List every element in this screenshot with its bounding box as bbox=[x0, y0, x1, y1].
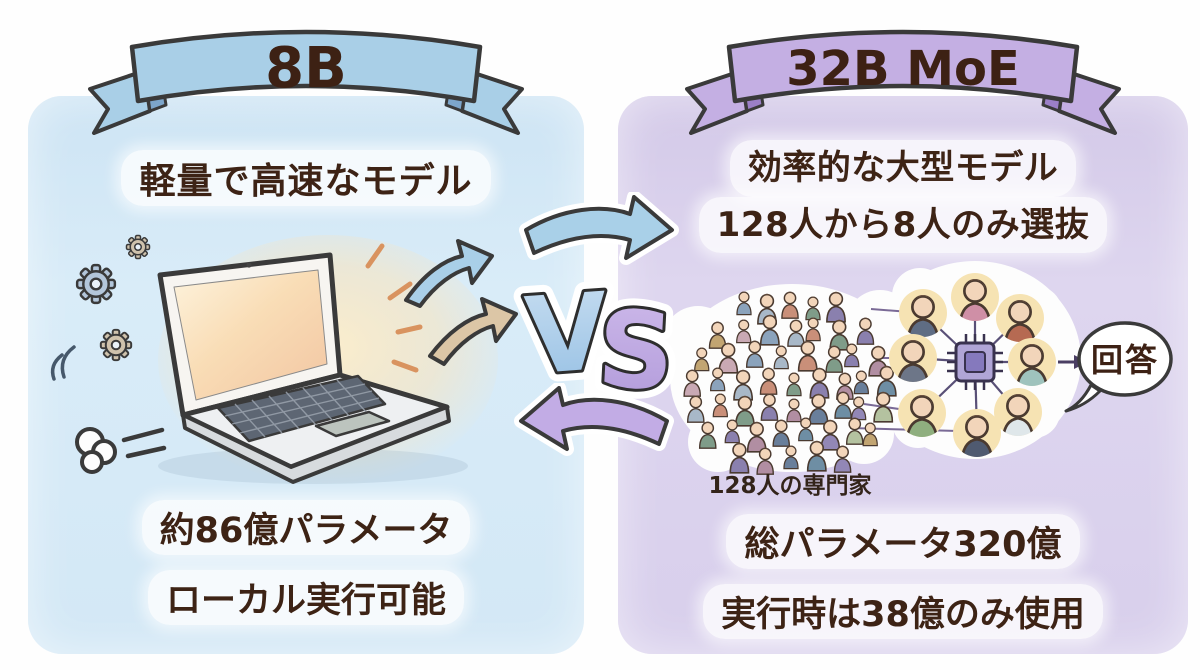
left-heading: 軽量で高速なモデル bbox=[28, 150, 584, 206]
expert-avatar-icon bbox=[889, 273, 1056, 457]
speech-bubble-icon: 回答 bbox=[1064, 321, 1173, 413]
left-stats: 約86億パラメータ ローカル実行可能 bbox=[28, 500, 584, 625]
vs-letter-v-halo: V bbox=[522, 270, 612, 398]
banner-label-32b: 32B MoE bbox=[786, 41, 1020, 97]
right-stats: 総パラメータ320億 実行時は38億のみ使用 bbox=[618, 514, 1188, 639]
ribbon-band bbox=[129, 29, 483, 104]
right-panel-32b-moe: 32B MoE 効率的な大型モデル 128人から8人のみ選抜 bbox=[618, 29, 1188, 654]
chip-icon bbox=[945, 332, 1005, 392]
left-panel-8b: 8B 軽量で高速なモデル bbox=[28, 29, 584, 654]
right-stat-active-parameters: 実行時は38億のみ使用 bbox=[703, 584, 1103, 639]
right-heading-line2: 128人から8人のみ選抜 bbox=[698, 196, 1108, 254]
laptop-front-edge bbox=[181, 405, 451, 484]
trackpad bbox=[314, 410, 391, 438]
arrow-up-right-tan bbox=[428, 297, 518, 366]
ribbon-banner-8b: 8B bbox=[88, 29, 524, 135]
speed-puff-icon bbox=[75, 427, 167, 474]
left-stat-local: ローカル実行可能 bbox=[147, 570, 464, 625]
laptop-screen bbox=[173, 269, 328, 401]
vs-letter-s-halo: S bbox=[595, 287, 678, 408]
arrow-right-icon bbox=[519, 192, 679, 265]
laptop-icon bbox=[157, 252, 451, 484]
gears-icon bbox=[50, 234, 151, 381]
arrow-left-icon bbox=[514, 383, 674, 456]
crowd-caption: 128人の専門家 bbox=[708, 473, 872, 499]
vs-letter-s: S bbox=[595, 287, 678, 408]
moe-illustration: 回答 bbox=[662, 261, 1173, 475]
arrow-up-right-blue bbox=[404, 239, 494, 308]
ribbon-banner-32b: 32B MoE bbox=[685, 29, 1121, 135]
right-heading-line1: 効率的な大型モデル bbox=[729, 140, 1077, 197]
banner-label-8b: 8B bbox=[265, 36, 347, 101]
keyboard-keys bbox=[224, 379, 380, 438]
left-heading-text: 軽量で高速なモデル bbox=[121, 150, 491, 206]
sparkle-rays-icon bbox=[365, 243, 423, 373]
right-heading: 効率的な大型モデル 128人から8人のみ選抜 bbox=[618, 140, 1188, 254]
right-stat-total-parameters: 総パラメータ320億 bbox=[726, 514, 1080, 569]
ribbon-band bbox=[726, 29, 1080, 104]
gear-motion-arcs bbox=[50, 345, 76, 381]
left-stat-parameters: 約86億パラメータ bbox=[141, 500, 471, 555]
output-arrows-icon bbox=[404, 239, 518, 366]
vs-letter-v: V bbox=[522, 270, 612, 398]
vs-label: V S V S bbox=[512, 260, 687, 408]
webcam-dot bbox=[246, 262, 252, 268]
answer-bubble-label: 回答 bbox=[1091, 341, 1159, 379]
laptop-illustration bbox=[50, 234, 518, 485]
